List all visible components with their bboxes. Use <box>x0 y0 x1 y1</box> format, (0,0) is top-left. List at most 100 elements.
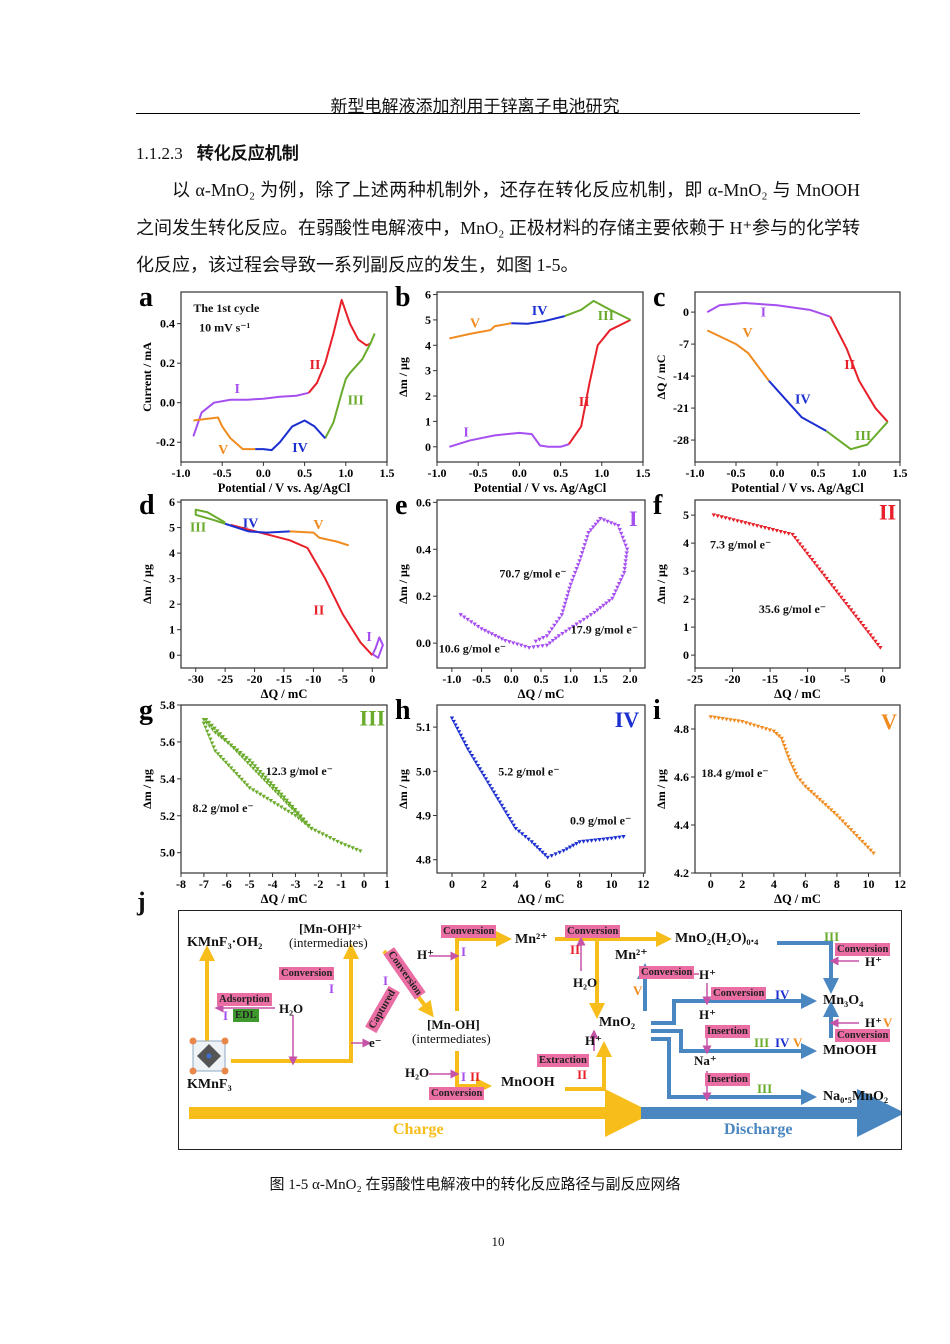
charge-label: Charge <box>393 1121 444 1138</box>
data-point <box>577 840 582 845</box>
data-point <box>511 641 516 646</box>
tag-adsorption: Adsorption <box>217 993 272 1006</box>
data-point <box>563 629 569 634</box>
data-point <box>499 803 505 808</box>
data-point <box>256 772 262 777</box>
data-point <box>531 645 536 650</box>
data-point <box>751 723 757 728</box>
y-tick-label: 4 <box>425 338 431 352</box>
data-point <box>238 751 243 755</box>
data-point <box>780 740 786 745</box>
region-label: III <box>190 520 206 535</box>
x-axis-label: ΔQ / mC <box>518 687 565 701</box>
plot-frame <box>180 704 388 874</box>
x-tick-label: -0.5 <box>469 466 488 480</box>
data-point <box>289 806 295 811</box>
plot-frame <box>436 704 646 874</box>
data-point <box>298 815 303 820</box>
data-point <box>581 839 586 844</box>
y-tick-label: 0.6 <box>416 495 431 509</box>
data-point <box>234 748 240 753</box>
x-tick-label: 12 <box>894 877 906 891</box>
x-tick-label: 1.0 <box>338 466 353 480</box>
x-tick-label: 2 <box>739 877 745 891</box>
data-point <box>209 723 214 728</box>
data-point <box>564 847 570 852</box>
y-tick-label: 2 <box>169 597 175 611</box>
region-label: I <box>235 382 240 397</box>
data-point <box>507 640 512 644</box>
y-axis-label: Current / mA <box>140 342 154 412</box>
data-point <box>779 736 784 741</box>
data-point <box>515 642 520 647</box>
data-point <box>731 518 736 523</box>
annotation-label: 10.6 g/mol e⁻ <box>439 642 506 656</box>
data-point <box>475 763 481 768</box>
data-point <box>567 586 572 591</box>
data-point <box>787 758 792 763</box>
series-line-IV <box>768 379 827 432</box>
data-point <box>624 547 630 552</box>
x-tick-label: 0.0 <box>770 466 785 480</box>
label-intermediates: (intermediates) <box>412 1031 491 1046</box>
x-tick-label: 8 <box>834 877 840 891</box>
y-tick-label: 5 <box>683 508 689 522</box>
region-label: IV <box>532 304 548 319</box>
data-point <box>549 627 555 632</box>
region-label: III <box>360 705 386 730</box>
data-point <box>623 555 629 560</box>
data-point <box>228 743 234 748</box>
data-point <box>231 769 237 774</box>
species-h2o: H₂O <box>279 1001 304 1016</box>
data-point <box>306 824 311 829</box>
body-paragraph: 以 α-MnO₂ 为例，除了上述两种机制外，还存在转化反应机制，即 α-MnO₂… <box>136 172 860 285</box>
series-line-I <box>706 301 831 318</box>
data-point <box>829 583 834 587</box>
data-point <box>616 524 621 528</box>
data-point <box>851 611 856 616</box>
data-point <box>273 789 278 794</box>
data-point <box>854 834 859 838</box>
series-line-II <box>568 319 632 445</box>
chart-panel-a: a -1.0 -0.5 0.0 0.5 1.0 1.5 -0.2 0.0 0.2 0.4 Potent… <box>139 282 395 495</box>
x-tick-label: -25 <box>217 672 233 686</box>
region-label: V <box>743 326 753 341</box>
data-point <box>571 574 576 579</box>
data-point <box>771 729 777 734</box>
x-tick-label: -1 <box>336 877 346 891</box>
region-label: IV <box>795 393 811 408</box>
plot-frame <box>694 499 901 669</box>
data-point <box>522 644 528 649</box>
data-point <box>244 783 250 788</box>
x-tick-label: 0 <box>708 877 714 891</box>
x-tick-label: 0.5 <box>297 466 312 480</box>
data-point <box>588 613 594 617</box>
data-point <box>203 717 209 722</box>
data-point <box>545 855 550 860</box>
data-point <box>547 641 553 646</box>
x-tick-label: -15 <box>762 672 778 686</box>
region-label: II <box>879 499 896 524</box>
x-tick-label: 0.5 <box>811 466 826 480</box>
x-tick-label: -0.5 <box>472 672 491 686</box>
pathway-label-i: I <box>329 981 335 996</box>
data-point <box>482 628 488 633</box>
data-point <box>711 513 716 518</box>
x-tick-label: -10 <box>800 672 816 686</box>
data-point <box>503 810 509 815</box>
reaction-network-diagram: j KMnF₃·OH₂ [Mn-OH]²⁺ (intermediates) Co… <box>137 887 902 1150</box>
data-point <box>226 740 231 745</box>
data-point <box>293 813 298 818</box>
data-point <box>839 595 844 600</box>
y-tick-label: -21 <box>673 401 689 415</box>
data-point <box>316 830 322 835</box>
data-point <box>571 843 576 848</box>
data-point <box>795 539 800 544</box>
x-tick-label: 10 <box>862 877 874 891</box>
data-point <box>253 769 259 774</box>
chart-panel-g: g -8 -7 -6 -5 -4 -3 -2 -1 0 1 5.0 5.2 5.4 5.6 5.8 ΔQ / m… <box>139 695 390 906</box>
data-point <box>585 839 590 844</box>
data-point <box>451 719 456 724</box>
panel-letter: b <box>395 282 411 313</box>
data-point <box>736 719 741 724</box>
